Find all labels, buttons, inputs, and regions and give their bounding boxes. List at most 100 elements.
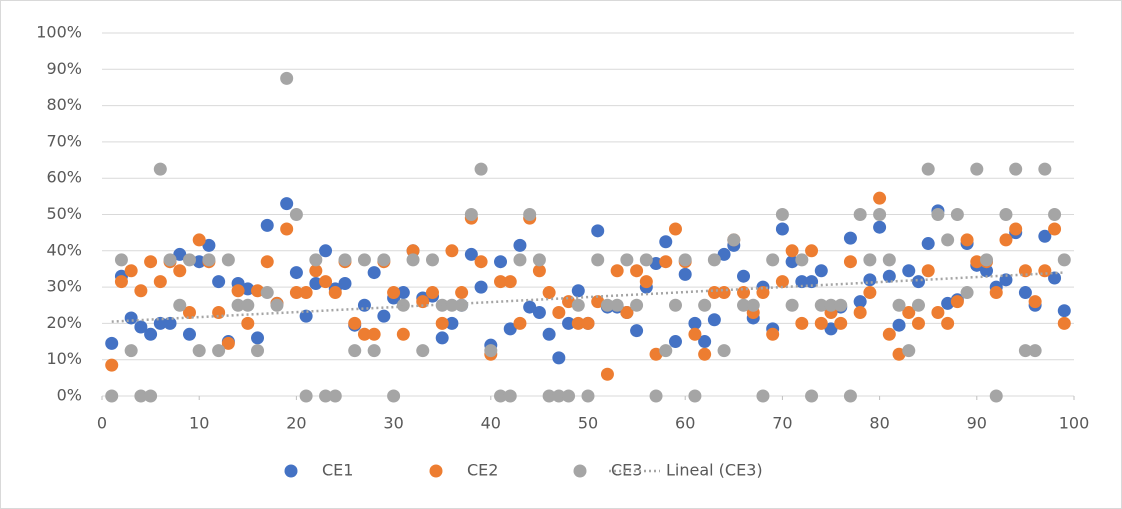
y-tick-label: 90% — [46, 59, 82, 78]
point — [503, 389, 517, 403]
point — [532, 264, 546, 278]
point — [911, 316, 925, 330]
point — [455, 286, 469, 300]
point — [1057, 253, 1071, 267]
y-tick-label: 20% — [46, 313, 82, 332]
point — [853, 295, 867, 309]
point — [494, 389, 508, 403]
trendline — [111, 271, 1065, 323]
point — [892, 298, 906, 312]
point — [241, 316, 255, 330]
point — [494, 255, 508, 269]
point — [824, 322, 838, 336]
legend-label: CE3 — [611, 461, 642, 480]
point — [280, 197, 294, 211]
point — [941, 233, 955, 247]
point — [737, 298, 751, 312]
point — [416, 344, 430, 358]
point — [737, 269, 751, 283]
point — [1057, 304, 1071, 318]
point — [970, 162, 984, 176]
point — [698, 335, 712, 349]
legend-marker — [284, 464, 298, 478]
point — [124, 344, 138, 358]
point — [416, 295, 430, 309]
point — [513, 316, 527, 330]
point — [775, 222, 789, 236]
point — [406, 244, 420, 258]
point — [503, 275, 517, 289]
point — [387, 389, 401, 403]
point — [182, 253, 196, 267]
point — [494, 275, 508, 289]
point — [377, 309, 391, 323]
point — [698, 347, 712, 361]
point — [659, 235, 673, 249]
point — [853, 306, 867, 320]
point — [834, 316, 848, 330]
point — [445, 316, 459, 330]
point — [357, 253, 371, 267]
point — [766, 327, 780, 341]
y-tick-label: 80% — [46, 95, 82, 114]
point — [552, 389, 566, 403]
point — [260, 255, 274, 269]
point — [124, 311, 138, 325]
point — [280, 71, 294, 85]
point — [902, 344, 916, 358]
point — [114, 275, 128, 289]
point — [241, 298, 255, 312]
point — [435, 316, 449, 330]
point — [814, 316, 828, 330]
point — [727, 233, 741, 247]
legend-label: CE2 — [467, 461, 498, 480]
point — [591, 224, 605, 238]
point — [319, 389, 333, 403]
point — [775, 275, 789, 289]
point — [173, 298, 187, 312]
point — [396, 327, 410, 341]
point — [960, 286, 974, 300]
point — [105, 389, 119, 403]
point — [396, 286, 410, 300]
point — [464, 208, 478, 221]
point — [445, 244, 459, 258]
point — [542, 286, 556, 300]
point — [668, 335, 682, 349]
point — [134, 284, 148, 298]
point — [134, 389, 148, 403]
x-tick-label: 50 — [578, 414, 598, 433]
point — [114, 253, 128, 267]
point — [1048, 271, 1062, 285]
point — [299, 286, 313, 300]
point — [1048, 222, 1062, 236]
point — [241, 282, 255, 296]
point — [212, 275, 226, 289]
point — [980, 253, 994, 267]
point — [853, 208, 867, 221]
point — [212, 344, 226, 358]
point — [280, 222, 294, 236]
point — [873, 191, 887, 205]
y-tick-label: 10% — [46, 349, 82, 368]
point — [921, 264, 935, 278]
point — [639, 275, 653, 289]
point — [882, 269, 896, 283]
point — [843, 255, 857, 269]
point — [814, 264, 828, 278]
point — [785, 255, 799, 269]
point — [882, 327, 896, 341]
point — [1038, 264, 1052, 278]
point — [251, 284, 265, 298]
point — [387, 286, 401, 300]
point — [425, 286, 439, 300]
point — [202, 238, 216, 252]
x-tick-label: 100 — [1059, 414, 1090, 433]
point — [639, 253, 653, 267]
point — [153, 162, 167, 176]
point — [1009, 222, 1023, 236]
point — [659, 255, 673, 269]
point — [367, 327, 381, 341]
point — [960, 233, 974, 247]
point — [571, 316, 585, 330]
